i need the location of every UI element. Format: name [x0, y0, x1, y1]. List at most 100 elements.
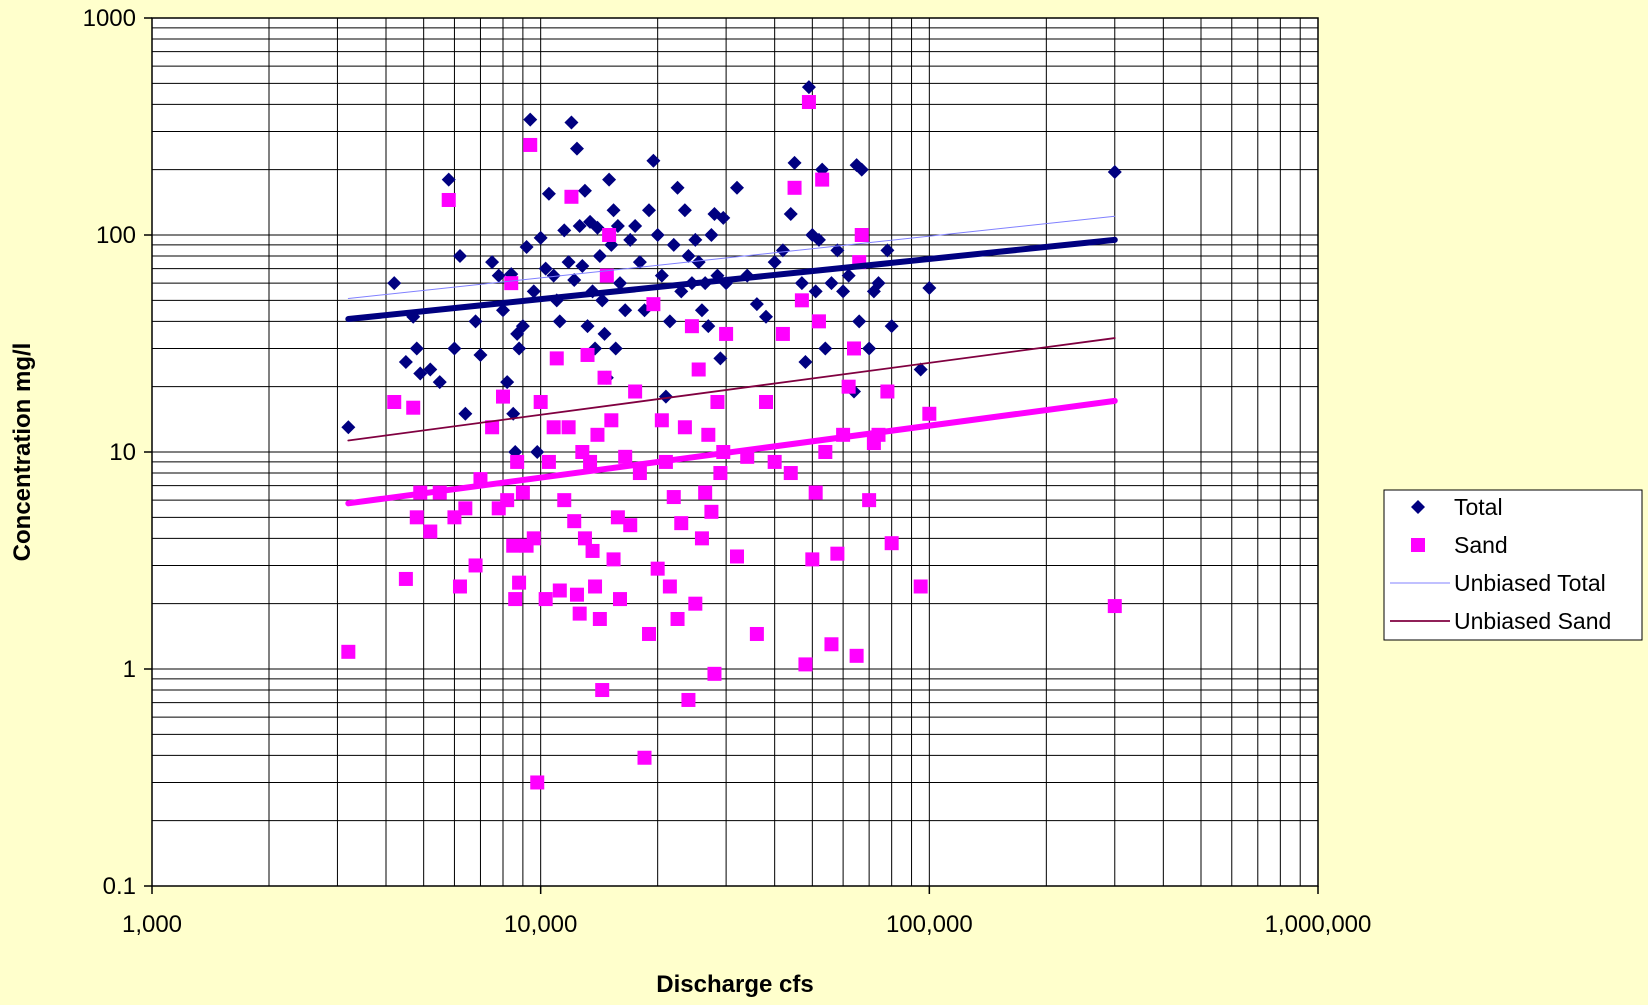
total-point [413, 366, 428, 381]
total-point [577, 183, 592, 198]
total-point [854, 162, 869, 177]
x-axis-title: Discharge cfs [656, 971, 813, 998]
total-point [913, 362, 928, 377]
total-point [794, 276, 809, 291]
total-point [432, 375, 447, 390]
sand-point [564, 189, 579, 204]
total-point [704, 228, 719, 242]
sand-point [713, 466, 728, 481]
unbiased-sand-line [347, 337, 1116, 442]
regression-line [345, 236, 1118, 323]
sand-point [398, 571, 413, 586]
x-tick-label: 10,000 [504, 911, 577, 938]
legend: Total Sand Unbiased Total Unbiased Sand [1383, 489, 1643, 641]
y-tick-label: 10 [109, 439, 136, 466]
sand-point [541, 454, 556, 469]
sand-point [783, 466, 798, 481]
sand-point [632, 466, 647, 481]
total-point [880, 243, 895, 258]
sand-point [650, 561, 665, 576]
sand-point [701, 427, 716, 442]
total-point [485, 255, 500, 270]
sand-point [452, 579, 467, 594]
total-point [836, 284, 851, 299]
total-point [496, 303, 511, 318]
legend-label-total: Total [1454, 494, 1503, 520]
sand-point [447, 510, 462, 525]
x-tick-label: 1,000 [122, 911, 182, 938]
y-tick-label: 0.1 [103, 873, 136, 900]
total-point [688, 232, 703, 247]
sand-point [670, 611, 685, 626]
sand-point [654, 413, 669, 428]
sand-point [628, 384, 643, 399]
sand-point [552, 583, 567, 598]
sand-point [561, 420, 576, 435]
total-point [572, 219, 587, 234]
total-point [569, 141, 584, 156]
total-point [871, 276, 886, 291]
sand-point [767, 454, 782, 469]
total-point [662, 314, 677, 329]
sand-point [854, 228, 869, 242]
sand-point [710, 394, 725, 409]
total-point [526, 284, 541, 299]
total-point [530, 445, 545, 459]
sand-point [599, 268, 614, 283]
sand-point [815, 172, 830, 187]
sand-point [688, 596, 703, 611]
sand-point [500, 493, 515, 508]
total-point [387, 276, 402, 291]
total-point [500, 375, 515, 390]
sand-point [409, 510, 424, 525]
x-tick-label: 100,000 [886, 911, 973, 938]
sand-point [387, 394, 402, 409]
sand-series [341, 95, 1122, 790]
sand-point [637, 750, 652, 765]
total-point [618, 303, 633, 318]
sand-point [662, 579, 677, 594]
total-point [602, 172, 617, 187]
sand-point [787, 180, 802, 195]
total-point [409, 341, 424, 356]
total-point [564, 115, 579, 130]
total-point [716, 210, 731, 225]
sand-point [674, 516, 689, 531]
total-point [592, 249, 607, 264]
total-point [515, 319, 530, 334]
sand-point [504, 276, 519, 291]
total-point [561, 255, 576, 270]
sand-point [458, 501, 473, 516]
sand-point [468, 558, 483, 573]
total-point [441, 172, 456, 187]
sand-point [730, 549, 745, 564]
total-point [767, 255, 782, 270]
total-point [666, 237, 681, 252]
sand-point [530, 775, 545, 790]
total-point [552, 314, 567, 329]
sand-point [567, 514, 582, 529]
total-point [628, 219, 643, 234]
y-tick-label: 1000 [83, 5, 136, 32]
legend-label-unbiased-sand: Unbiased Sand [1454, 608, 1611, 634]
total-point [701, 319, 716, 334]
total-point [341, 420, 356, 435]
total-point [713, 351, 728, 366]
total-point [818, 341, 833, 356]
total-point [787, 155, 802, 170]
total-point [811, 232, 826, 247]
sand-point [698, 485, 713, 500]
sand-point [805, 552, 820, 567]
sand-point [604, 413, 619, 428]
total-point [452, 249, 467, 264]
sand-point [512, 575, 527, 590]
sand-point [775, 326, 790, 341]
total-point [650, 228, 665, 242]
sand-point [880, 384, 895, 399]
sand-point [602, 228, 617, 242]
sand-point [642, 626, 657, 641]
sand-point [533, 394, 548, 409]
sand-point [583, 454, 598, 469]
legend-marker-total [1411, 500, 1425, 514]
